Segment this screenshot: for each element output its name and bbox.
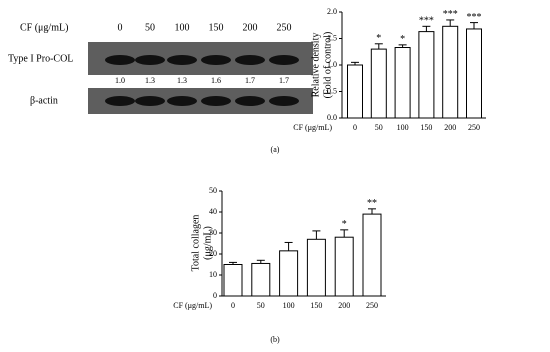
y-tick-label: 50 [209,186,217,195]
x-axis-label: CF (μg/mL) [293,123,332,132]
bar [251,262,271,297]
caption: (b) [270,335,280,344]
bar [347,64,363,119]
blot-row-label: β-actin [30,95,58,106]
x-tick-label: 50 [257,301,265,310]
bar [442,25,459,119]
significance: *** [467,12,482,23]
blot-band [201,55,231,65]
blot-band [201,96,231,106]
x-tick-label: 50 [375,123,383,132]
x-tick-label: 100 [283,301,295,310]
bar [418,31,435,119]
x-tick-label: 0 [353,123,357,132]
x-axis-label: CF (μg/mL) [173,301,212,310]
significance: * [342,219,347,230]
blot-condition-label: CF (μg/mL) [20,22,68,33]
significance: * [376,33,381,44]
lane-label: 200 [243,22,258,33]
lane-label: 100 [175,22,190,33]
band-ratio: 1.3 [145,76,155,85]
blot-band [235,55,265,65]
blot-band [105,55,135,65]
blot-band [235,96,265,106]
x-tick-label: 250 [366,301,378,310]
y-tick-label: 0 [213,291,217,300]
x-tick-label: 200 [338,301,350,310]
blot-band [167,96,197,106]
x-tick-label: 150 [420,123,432,132]
significance: ** [367,198,377,209]
y-axis-label: (μg/mL) [202,226,213,260]
bar [370,48,387,119]
lane-label: 0 [118,22,123,33]
bar [334,236,354,297]
band-ratio: 1.3 [177,76,187,85]
blot-row-label: Type I Pro-COL [8,53,73,64]
blot-band [135,96,165,106]
caption: (a) [271,145,280,154]
x-tick-label: 100 [397,123,409,132]
bar [306,238,326,297]
y-axis-label: Total collagen [190,215,201,272]
bar [466,28,482,119]
significance: *** [419,16,434,27]
bar [223,264,243,297]
y-axis-label: Relative density [310,33,321,98]
y-tick-label: 0.5 [327,86,337,95]
blot-band [269,96,299,106]
blot-band [269,55,299,65]
significance: *** [443,9,458,20]
significance: * [400,34,405,45]
blot-band [105,96,135,106]
y-tick-label: 10 [209,270,217,279]
band-ratio: 1.7 [245,76,255,85]
x-tick-label: 200 [444,123,456,132]
y-tick-label: 20 [209,249,217,258]
x-tick-label: 150 [310,301,322,310]
lane-label: 50 [145,22,155,33]
y-tick-label: 0.0 [327,113,337,122]
blot-band [135,55,165,65]
y-tick-label: 40 [209,207,217,216]
y-axis-label: (Fold of control) [322,32,333,99]
band-ratio: 1.7 [279,76,289,85]
y-tick-label: 30 [209,228,217,237]
x-tick-label: 0 [231,301,235,310]
band-ratio: 1.0 [115,76,125,85]
x-tick-label: 250 [468,123,480,132]
blot-band [167,55,197,65]
band-ratio: 1.6 [211,76,221,85]
lane-label: 250 [277,22,292,33]
y-tick-label: 2.0 [327,7,337,16]
y-tick-label: 1.5 [327,33,337,42]
bar [362,213,382,297]
bar [279,250,299,297]
lane-label: 150 [209,22,224,33]
bar [394,47,411,119]
y-tick-label: 1.0 [327,60,337,69]
